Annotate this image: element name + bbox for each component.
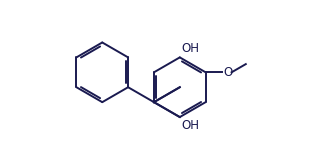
Text: OH: OH — [181, 119, 199, 132]
Text: OH: OH — [181, 42, 199, 55]
Text: O: O — [223, 66, 232, 79]
